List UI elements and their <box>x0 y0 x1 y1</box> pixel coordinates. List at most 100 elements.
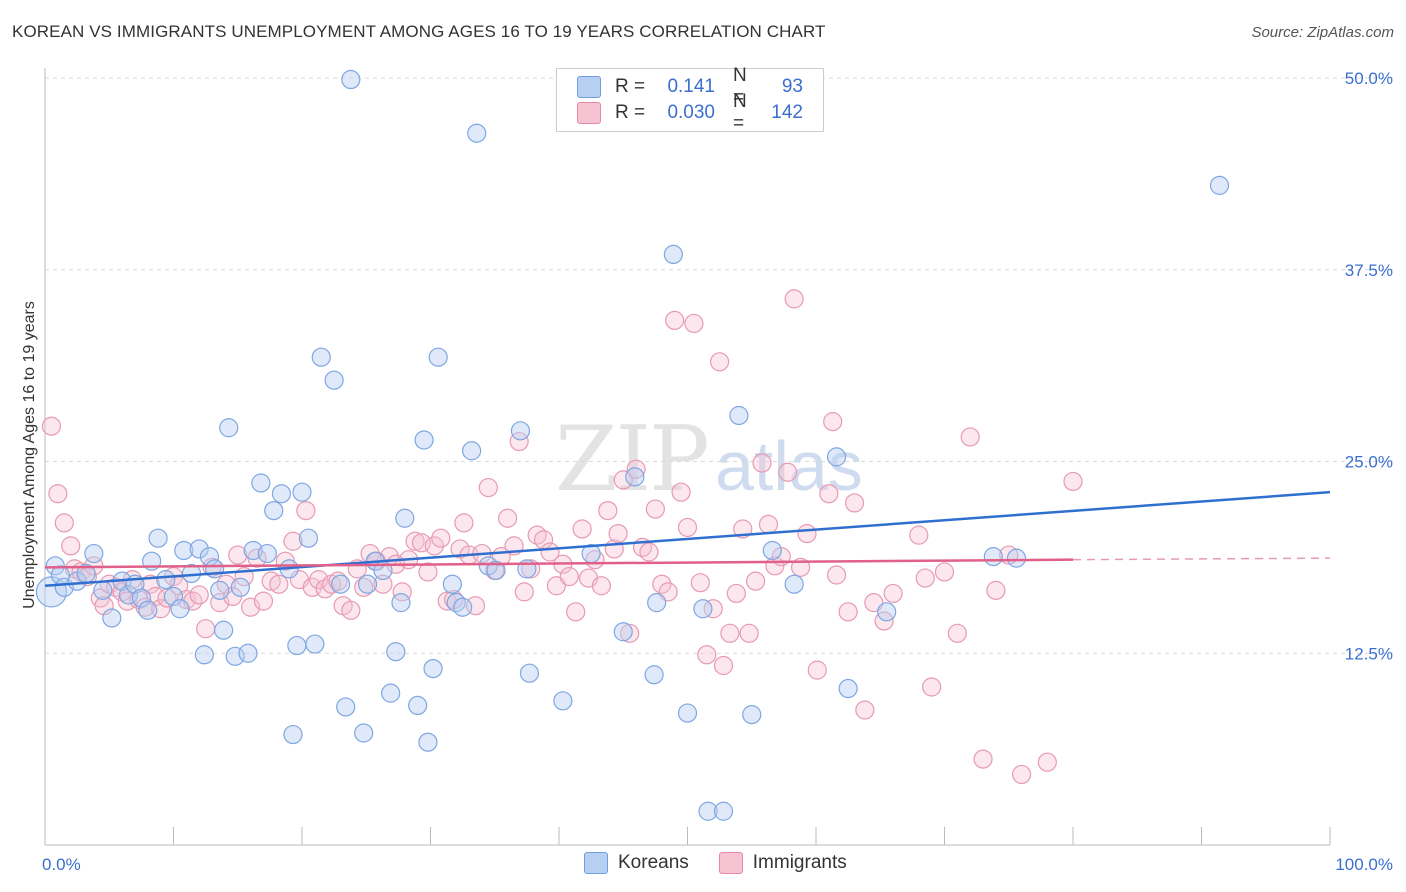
data-point-koreans <box>336 697 356 717</box>
data-point-immigrants <box>405 531 425 551</box>
data-point-koreans <box>341 69 361 90</box>
data-point-koreans <box>677 703 698 723</box>
legend-swatch-koreans <box>577 76 601 98</box>
data-point-koreans <box>357 574 378 594</box>
data-point-immigrants <box>283 531 303 551</box>
data-point-koreans <box>983 547 1003 567</box>
data-point-koreans <box>330 574 351 594</box>
legend-r-label: R = <box>615 76 646 97</box>
data-point-immigrants <box>296 500 316 521</box>
data-point-koreans <box>644 665 664 685</box>
data-point-koreans <box>877 602 897 622</box>
data-point-koreans <box>210 580 230 600</box>
data-point-immigrants <box>758 514 779 534</box>
data-point-koreans <box>381 683 401 703</box>
data-point-koreans <box>283 724 303 745</box>
data-point-immigrants <box>784 289 804 309</box>
data-point-koreans <box>453 597 473 617</box>
trend-line-koreans <box>44 490 1331 588</box>
data-point-immigrants <box>922 677 942 697</box>
data-point-immigrants <box>665 310 685 330</box>
data-point-immigrants <box>328 571 348 591</box>
data-point-koreans <box>174 540 194 561</box>
data-point-immigrants <box>140 574 160 594</box>
data-point-immigrants <box>645 499 665 519</box>
data-point-immigrants <box>909 525 929 545</box>
data-point-immigrants <box>478 477 498 498</box>
data-point-immigrants <box>746 571 766 591</box>
legend-r-value-koreans: 0.141 <box>667 76 715 97</box>
data-point-koreans <box>486 560 506 581</box>
trend-line-immigrants-extension <box>1072 557 1331 561</box>
data-point-koreans <box>271 484 292 504</box>
data-point-koreans <box>1209 175 1230 195</box>
data-point-koreans <box>214 620 234 640</box>
data-point-immigrants <box>196 619 216 639</box>
legend-row-immigrants: R = 0.030 N = 142 <box>577 91 803 134</box>
data-point-immigrants <box>703 599 723 619</box>
legend-n-value-immigrants: 142 <box>771 102 803 123</box>
data-point-koreans <box>386 642 406 662</box>
data-point-immigrants <box>418 562 438 582</box>
y-axis-label: Unemployment Among Ages 16 to 19 years <box>21 301 38 609</box>
data-point-immigrants <box>639 542 659 562</box>
data-point-koreans <box>230 577 250 597</box>
data-point-koreans <box>102 608 122 628</box>
trend-line-immigrants <box>44 558 1074 569</box>
series-legend-label-immigrants: Immigrants <box>752 852 847 873</box>
data-point-koreans <box>826 447 847 467</box>
data-point-koreans <box>194 645 214 665</box>
data-point-immigrants <box>986 580 1006 600</box>
data-point-immigrants <box>341 600 361 620</box>
series-legend: Koreans Immigrants <box>584 852 877 874</box>
data-point-koreans <box>663 244 683 265</box>
series-legend-immigrants[interactable]: Immigrants <box>718 852 847 874</box>
series-legend-label-koreans: Koreans <box>618 852 689 873</box>
data-point-koreans <box>742 705 762 725</box>
y-tick-label: 12.5% <box>1345 644 1393 663</box>
data-point-immigrants <box>1037 752 1057 772</box>
legend-n-value-koreans: 93 <box>781 76 803 97</box>
x-tick-label: 0.0% <box>42 855 81 874</box>
data-point-koreans <box>93 580 113 600</box>
data-point-koreans <box>1006 548 1027 568</box>
data-point-koreans <box>148 528 168 548</box>
data-point-koreans <box>311 347 331 367</box>
data-point-immigrants <box>823 412 843 432</box>
data-point-koreans <box>698 801 718 821</box>
data-point-koreans <box>519 663 540 683</box>
series-swatch-koreans <box>584 852 608 874</box>
y-tick-label: 50.0% <box>1345 69 1393 88</box>
data-point-immigrants <box>514 582 534 602</box>
data-point-immigrants <box>710 352 730 372</box>
data-point-immigrants <box>54 513 74 533</box>
y-tick-label: 37.5% <box>1345 261 1393 280</box>
data-point-immigrants <box>591 576 612 596</box>
data-point-immigrants <box>720 623 740 643</box>
data-point-immigrants <box>61 536 81 556</box>
data-point-koreans <box>287 635 307 656</box>
data-point-immigrants <box>269 574 289 594</box>
legend-r-value-immigrants: 0.030 <box>667 102 715 123</box>
data-point-immigrants <box>844 493 865 513</box>
data-point-immigrants <box>431 528 451 548</box>
data-point-koreans <box>251 473 271 493</box>
series-legend-koreans[interactable]: Koreans <box>584 852 689 874</box>
data-point-immigrants <box>690 573 710 593</box>
data-point-immigrants <box>883 583 903 604</box>
data-point-koreans <box>189 539 209 559</box>
data-point-immigrants <box>608 523 628 544</box>
legend-r-label: R = <box>615 102 646 123</box>
data-point-immigrants <box>973 749 993 769</box>
data-point-koreans <box>205 559 225 579</box>
data-point-immigrants <box>797 523 817 544</box>
data-point-immigrants <box>373 574 393 594</box>
data-point-koreans <box>305 634 325 654</box>
data-point-koreans <box>292 482 312 502</box>
legend-n-label: N = <box>733 91 747 134</box>
data-point-immigrants <box>613 470 633 490</box>
data-point-immigrants <box>855 700 875 720</box>
watermark: ZIP <box>555 407 708 512</box>
data-point-immigrants <box>1011 764 1032 785</box>
data-point-immigrants <box>1063 471 1083 492</box>
